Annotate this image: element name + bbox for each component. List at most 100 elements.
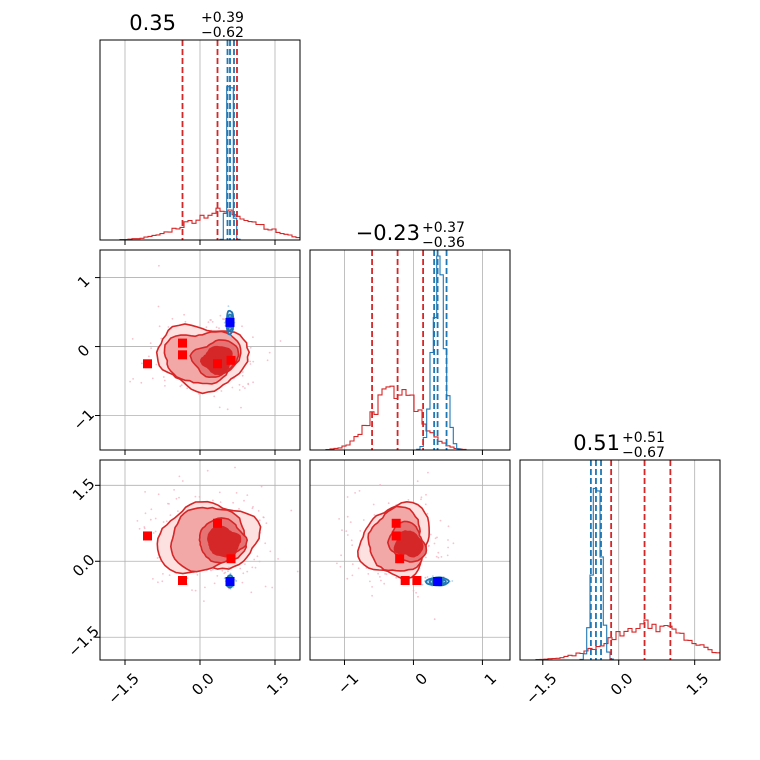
title-0-median: 0.35: [129, 11, 176, 35]
grid-1-1: [344, 250, 483, 450]
markers: [391, 518, 443, 587]
sample-point: [234, 466, 236, 469]
ytick-label-1-1: 0: [74, 341, 93, 360]
sample-point: [223, 318, 226, 321]
title-param-2: 0.51 +0.51 −0.67: [573, 430, 665, 461]
red-marker: [226, 355, 236, 365]
panel-2d-2-0: [136, 466, 299, 602]
panel-frame-2-1: [309, 459, 511, 661]
sample-point: [151, 377, 154, 380]
sample-point: [160, 337, 163, 340]
sample-point: [210, 569, 212, 572]
ytick-label-2-1: 0.0: [69, 551, 99, 581]
sample-point: [209, 319, 212, 321]
sample-point: [221, 569, 224, 572]
red-marker: [213, 359, 222, 369]
sample-point: [447, 525, 450, 528]
sample-point: [164, 385, 166, 387]
sample-point: [178, 496, 180, 499]
markers: [143, 317, 236, 369]
red-marker: [178, 338, 187, 348]
sample-point: [429, 533, 432, 536]
red-marker: [178, 350, 187, 360]
sample-point: [428, 544, 430, 547]
title-2-plus: +0.51: [622, 430, 665, 446]
blue-marker: [433, 577, 443, 587]
sample-point: [254, 566, 257, 569]
sample-point: [384, 573, 386, 575]
sample-point: [277, 558, 279, 560]
red-marker: [143, 359, 152, 369]
sample-point: [215, 326, 218, 329]
xtick-label-0-1: 0.0: [188, 669, 218, 699]
sample-point: [216, 575, 219, 577]
sample-point-blue: [223, 321, 226, 324]
sample-point: [383, 582, 386, 585]
sample-point: [242, 385, 244, 388]
sample-point: [198, 496, 201, 498]
sample-point: [227, 570, 229, 573]
red-marker: [178, 576, 187, 586]
sample-point: [158, 325, 161, 328]
ytick-label-1-2: 1: [74, 272, 93, 291]
sample-point: [232, 501, 235, 504]
sample-point: [268, 351, 271, 354]
sample-point: [345, 530, 348, 532]
sample-point: [412, 589, 415, 592]
sample-point: [379, 484, 381, 486]
sample-point: [439, 519, 442, 522]
red-marker: [143, 531, 152, 541]
sample-point: [157, 493, 160, 496]
sample-point: [346, 496, 349, 498]
sample-point: [211, 321, 214, 323]
sample-point: [252, 360, 255, 363]
sample-point-blue: [227, 305, 230, 307]
sample-point: [149, 342, 152, 344]
sample-point: [253, 558, 256, 561]
sample-point: [251, 507, 254, 510]
sample-point: [231, 386, 234, 389]
sample-point: [395, 576, 398, 579]
xtick-label-1-1: 0: [412, 669, 431, 688]
sample-point: [220, 390, 223, 392]
sample-point: [250, 591, 253, 594]
sample-point: [354, 492, 356, 494]
sample-point: [433, 618, 436, 621]
sample-point: [144, 512, 147, 515]
sample-point: [437, 551, 440, 554]
red-histogram: [100, 207, 300, 240]
sample-point: [387, 502, 390, 505]
xticks-0-0: [124, 240, 276, 245]
sample-point: [168, 574, 171, 577]
sample-point: [379, 576, 381, 578]
panel-hist-1: [310, 250, 510, 450]
red-marker: [213, 518, 222, 528]
sample-point-blue: [235, 579, 238, 582]
sample-point: [218, 327, 220, 330]
sample-point: [241, 581, 244, 584]
sample-point: [420, 496, 423, 499]
sample-point: [171, 317, 174, 320]
sample-point: [349, 521, 352, 523]
sample-point: [197, 392, 200, 395]
sample-point: [264, 585, 267, 588]
sample-point: [158, 264, 160, 267]
xtick-label-2-1: 0.0: [607, 669, 637, 699]
sample-point: [180, 384, 183, 386]
title-2-median: 0.51: [573, 431, 620, 455]
sample-point: [425, 556, 427, 559]
xtick-label-0-2: 1.5: [263, 669, 293, 699]
sample-point: [371, 586, 373, 588]
sample-point: [143, 527, 146, 530]
sample-point-blue: [229, 335, 232, 338]
sample-point: [204, 586, 206, 589]
sample-point: [194, 495, 197, 498]
sample-point: [256, 555, 259, 558]
sample-point: [380, 579, 382, 582]
sample-point: [269, 550, 272, 553]
sample-point: [224, 571, 227, 574]
sample-point: [372, 503, 375, 506]
sample-point: [181, 480, 184, 482]
sample-point: [346, 534, 349, 536]
